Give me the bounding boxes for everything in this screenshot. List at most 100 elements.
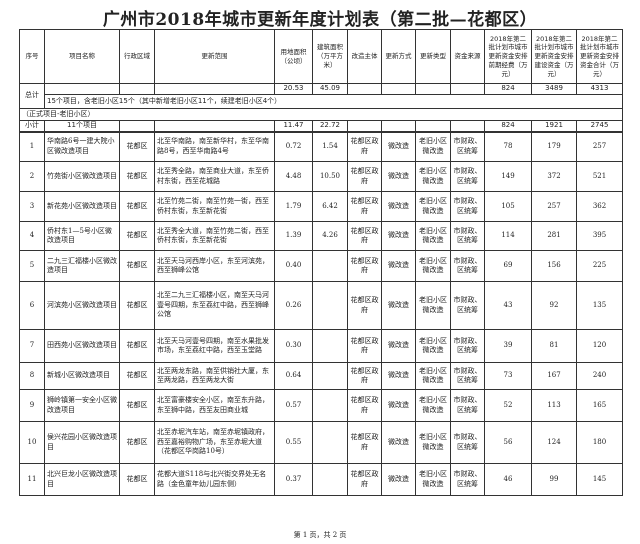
row-type: 老旧小区微改造: [415, 329, 451, 363]
subtotal-row: 小计 11个项目 11.47 22.72 824 1921 2745: [19, 120, 623, 133]
total-prelim: 824: [484, 83, 532, 95]
table-row: 7 田西苑小区微改造项目 花都区 北至天马河壹号四期，南至水果批发市场，东至荔红中路，…: [19, 329, 623, 363]
row-type: 老旧小区微改造: [415, 463, 451, 496]
row-name: 北兴巨龙小区微改造项目: [44, 463, 120, 496]
row-scope: 北至华南路，南至新华村，东至华南路8号，西至华南路4号: [154, 131, 275, 162]
row-prelim: 46: [484, 463, 532, 496]
row-method: 微改造: [381, 250, 416, 282]
row-construction: 167: [531, 362, 577, 390]
row-fund: 市财政、区统筹: [450, 421, 485, 464]
total-sum: 4313: [576, 83, 623, 95]
row-no: 9: [19, 389, 45, 422]
row-land: 0.26: [274, 281, 313, 330]
row-fund: 市财政、区统筹: [450, 191, 485, 222]
row-building: 1.54: [312, 131, 348, 162]
row-name: 田西苑小区微改造项目: [44, 329, 120, 363]
row-type: 老旧小区微改造: [415, 191, 451, 222]
header-building: 建筑面积（万平方米）: [312, 29, 348, 84]
row-subject: 花都区政府: [347, 250, 382, 282]
row-subject: 花都区政府: [347, 221, 382, 251]
header-district: 行政区域: [119, 29, 155, 84]
row-method: 微改造: [381, 191, 416, 222]
total-construction: 3489: [531, 83, 577, 95]
header-land: 用地面积（公顷）: [274, 29, 313, 84]
plan-table: 序号 项目名称 行政区域 更新范围 用地面积（公顷） 建筑面积（万平方米） 改造…: [19, 29, 623, 496]
row-building: [312, 421, 348, 464]
row-district: 花都区: [119, 191, 155, 222]
total-row: 总计 20.53 45.09 824 3489 4313: [19, 83, 623, 109]
row-construction: 156: [531, 250, 577, 282]
row-scope: 北至赤坭汽车站，南至赤坭镇政府，西至嘉裕购物广场，东至赤坭大道（花都区华岗路10…: [154, 421, 275, 464]
row-name: 侨村东1—5号小区微改造项目: [44, 221, 120, 251]
row-scope: 北至竹苑二街，南至竹苑一街，西至侨村东街，东至新花街: [154, 191, 275, 222]
row-no: 6: [19, 281, 45, 330]
row-district: 花都区: [119, 250, 155, 282]
row-scope: 北至秀全大道，南至竹苑二街，西至侨村东街，东至新花街: [154, 221, 275, 251]
row-type: 老旧小区微改造: [415, 221, 451, 251]
row-building: [312, 281, 348, 330]
table-row: 3 新花苑小区微改造项目 花都区 北至竹苑二街，南至竹苑一街，西至侨村东街，东至新花街…: [19, 191, 623, 222]
row-fund: 市财政、区统筹: [450, 161, 485, 192]
row-name: 二九三汇福楼小区微改造项目: [44, 250, 120, 282]
row-no: 2: [19, 161, 45, 192]
row-prelim: 78: [484, 131, 532, 162]
row-building: [312, 250, 348, 282]
subtotal-building: 22.72: [312, 120, 348, 133]
row-subject: 花都区政府: [347, 463, 382, 496]
row-type: 老旧小区微改造: [415, 250, 451, 282]
row-sum: 165: [576, 389, 623, 422]
row-building: 10.50: [312, 161, 348, 192]
header-type: 更新类型: [415, 29, 451, 84]
total-label: 总计: [19, 83, 45, 109]
row-district: 花都区: [119, 362, 155, 390]
row-no: 1: [19, 131, 45, 162]
table-row: 10 侯兴花园小区微改造项目 花都区 北至赤坭汽车站，南至赤坭镇政府，西至嘉裕购物广场…: [19, 421, 623, 464]
table-row: 2 竹苑街小区微改造项目 花都区 北至秀全路，南至商业大道，东至侨村东街，西至花城路 4…: [19, 161, 623, 192]
row-no: 8: [19, 362, 45, 390]
header-prelim: 2018年第二批计划市城市更新资金安排前期经费（万元）: [484, 29, 532, 84]
total-land: 20.53: [274, 83, 313, 95]
row-scope: 北至天马河西岸小区，东至河滨苑，西至狮峰公馆: [154, 250, 275, 282]
row-prelim: 69: [484, 250, 532, 282]
row-sum: 120: [576, 329, 623, 363]
subtotal-name: 11个项目: [44, 120, 120, 133]
row-construction: 124: [531, 421, 577, 464]
row-construction: 281: [531, 221, 577, 251]
row-land: 4.48: [274, 161, 313, 192]
header-construction: 2018年第二批计划市城市更新资金安排建设资金（万元）: [531, 29, 577, 84]
row-construction: 92: [531, 281, 577, 330]
row-building: 6.42: [312, 191, 348, 222]
table-row: 5 二九三汇福楼小区微改造项目 花都区 北至天马河西岸小区，东至河滨苑，西至狮峰公馆 0…: [19, 250, 623, 282]
row-prelim: 73: [484, 362, 532, 390]
row-prelim: 39: [484, 329, 532, 363]
row-sum: 225: [576, 250, 623, 282]
row-construction: 81: [531, 329, 577, 363]
row-sum: 180: [576, 421, 623, 464]
row-name: 河滨苑小区微改造项目: [44, 281, 120, 330]
row-land: 0.55: [274, 421, 313, 464]
row-scope: 北至两龙东路，南至供销社大厦，东至两龙路，西至两龙大街: [154, 362, 275, 390]
row-sum: 362: [576, 191, 623, 222]
row-construction: 179: [531, 131, 577, 162]
header-method: 更新方式: [381, 29, 416, 84]
row-fund: 市财政、区统筹: [450, 463, 485, 496]
header-subject: 改造主体: [347, 29, 382, 84]
row-land: 0.40: [274, 250, 313, 282]
row-district: 花都区: [119, 161, 155, 192]
table-row: 11 北兴巨龙小区微改造项目 花都区 花都大道S118与北兴街交界处无名路（金色童年幼…: [19, 463, 623, 496]
row-sum: 395: [576, 221, 623, 251]
row-prelim: 149: [484, 161, 532, 192]
row-no: 5: [19, 250, 45, 282]
row-subject: 花都区政府: [347, 362, 382, 390]
row-method: 微改造: [381, 463, 416, 496]
row-land: 1.39: [274, 221, 313, 251]
row-district: 花都区: [119, 281, 155, 330]
subtotal-sum: 2745: [576, 120, 623, 133]
row-district: 花都区: [119, 329, 155, 363]
row-scope: 北至二九三汇福楼小区，南至天马河壹号四期，东至荔红中路，西至狮峰公馆: [154, 281, 275, 330]
row-fund: 市财政、区统筹: [450, 389, 485, 422]
row-land: 0.30: [274, 329, 313, 363]
header-name: 项目名称: [44, 29, 120, 84]
row-construction: 257: [531, 191, 577, 222]
row-method: 微改造: [381, 131, 416, 162]
